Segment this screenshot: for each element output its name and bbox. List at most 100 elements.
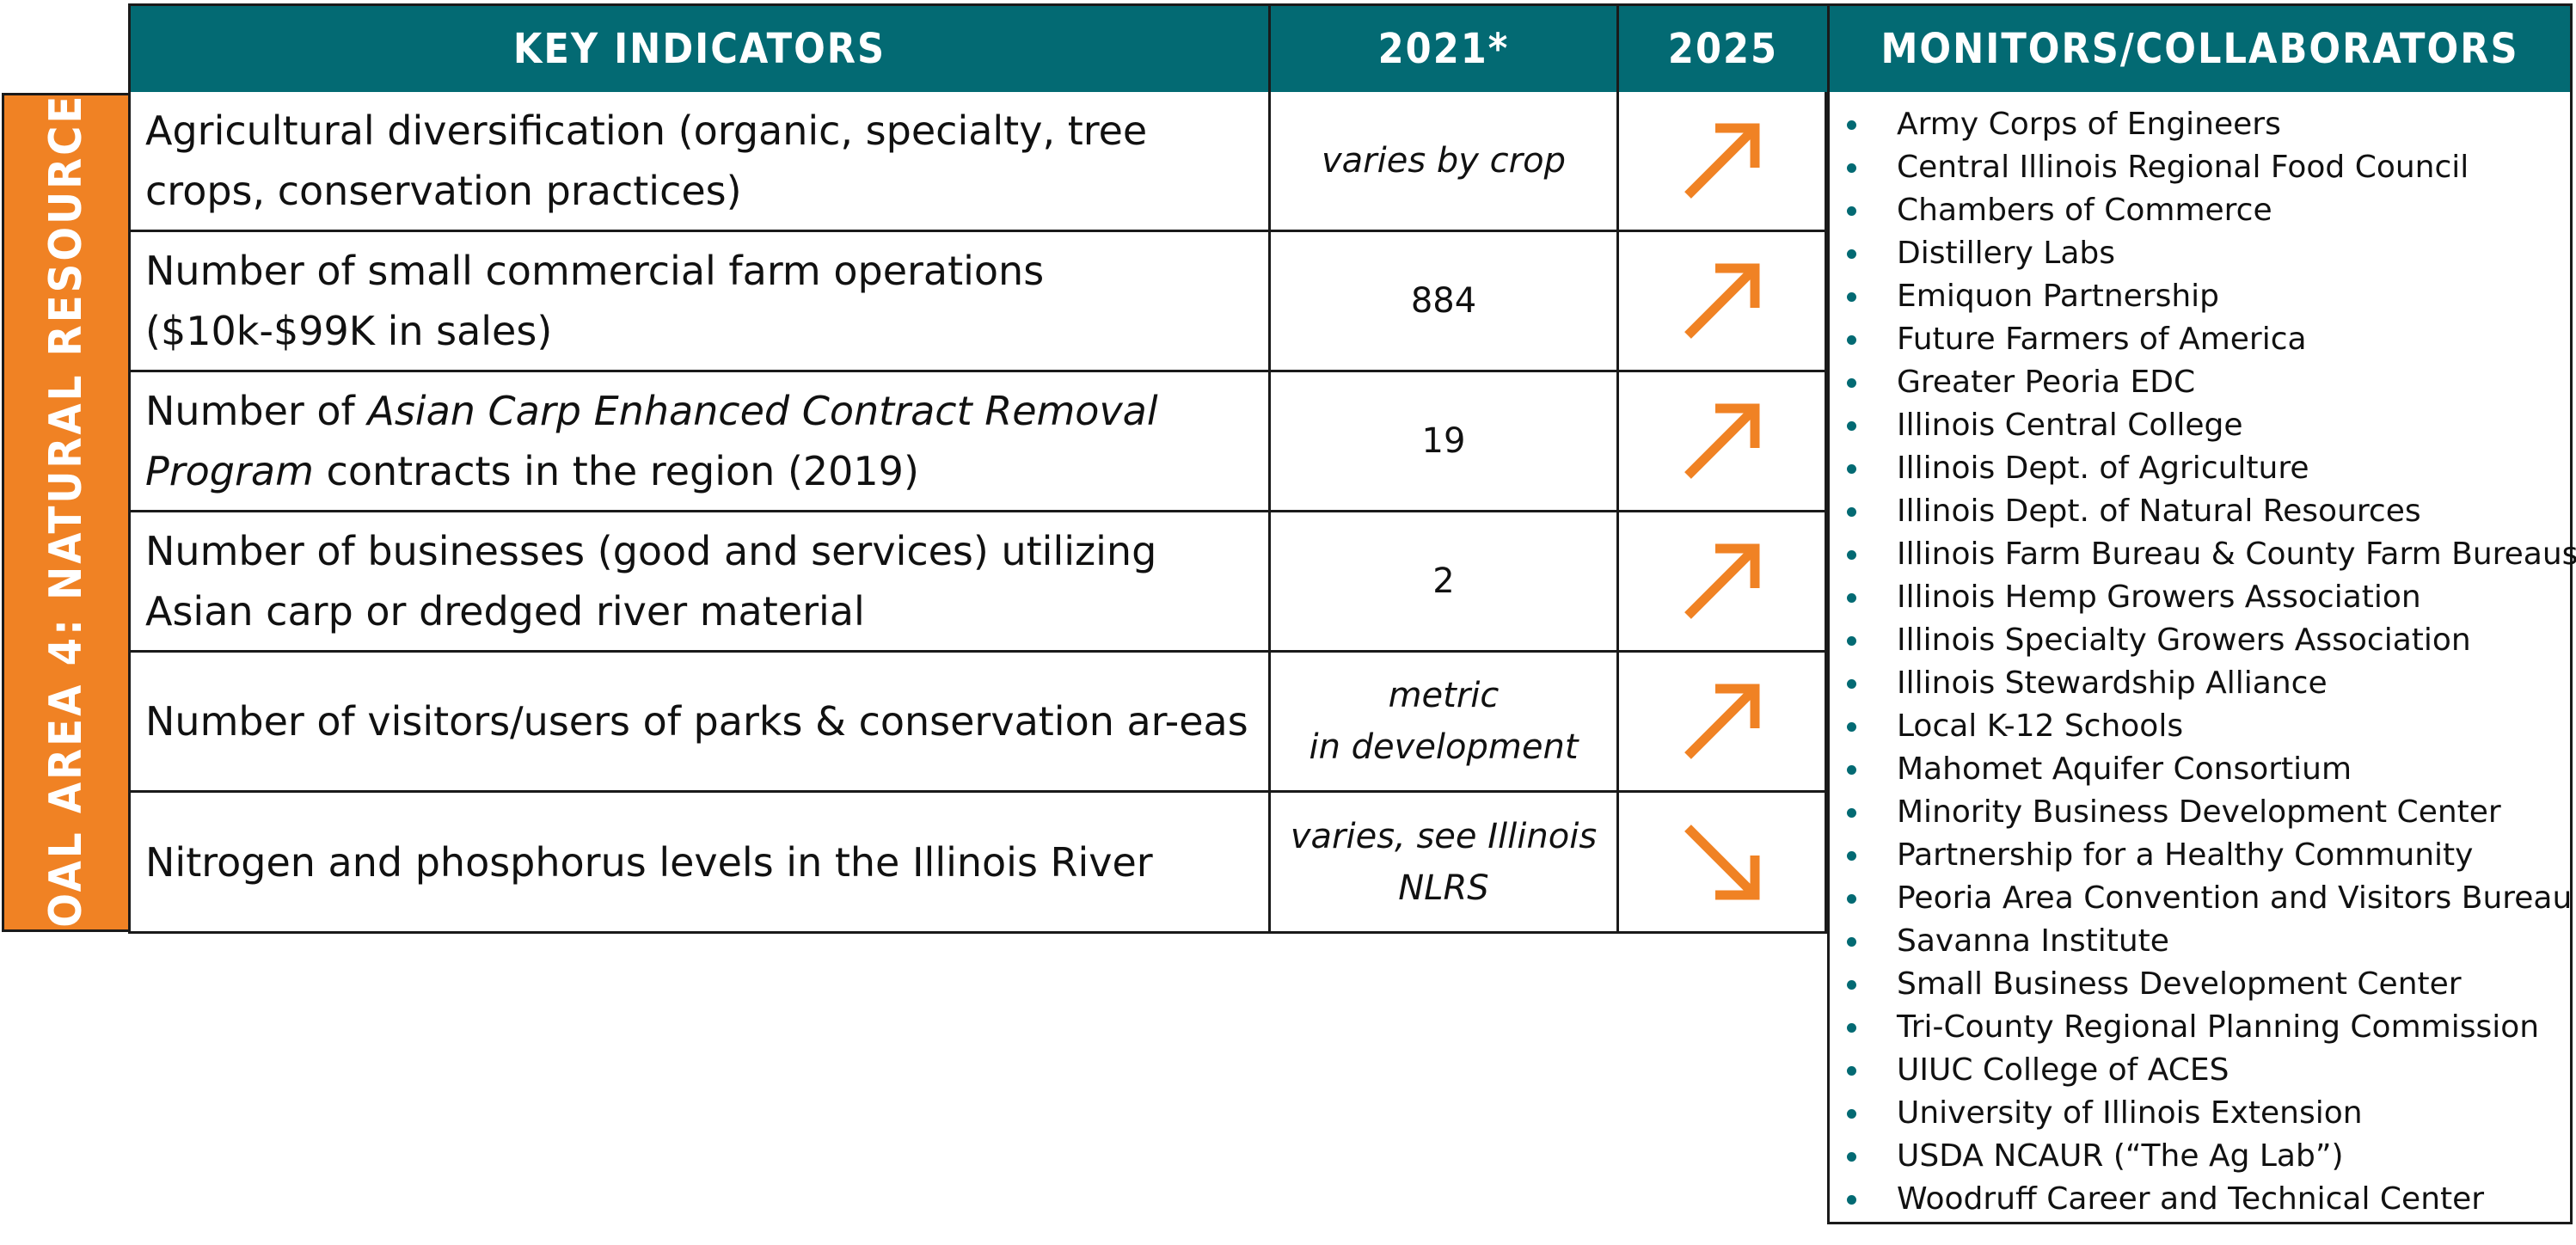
- list-item: Mahomet Aquifer Consortium: [1830, 748, 2570, 791]
- value-line-1: metric: [1388, 676, 1500, 715]
- bullet-icon: [1847, 206, 1856, 216]
- bullet-icon: [1847, 1109, 1856, 1119]
- monitor-name: Army Corps of Engineers: [1897, 107, 2281, 142]
- trend-cell: [1616, 372, 1827, 510]
- bullet-icon: [1847, 722, 1856, 732]
- bullet-icon: [1847, 550, 1856, 560]
- monitor-name: Chambers of Commerce: [1897, 193, 2272, 228]
- bullet-icon: [1847, 464, 1856, 474]
- value-2021: 19: [1268, 372, 1616, 510]
- list-item: Emiquon Partnership: [1830, 275, 2570, 318]
- bullet-icon: [1847, 335, 1856, 345]
- list-item: USDA NCAUR (“The Ag Lab”): [1830, 1135, 2570, 1178]
- monitor-name: Woodruff Career and Technical Center: [1897, 1181, 2485, 1217]
- monitor-name: Greater Peoria EDC: [1897, 365, 2196, 400]
- monitor-name: Illinois Farm Bureau & County Farm Burea…: [1897, 537, 2576, 572]
- monitor-name: Central Illinois Regional Food Council: [1897, 150, 2469, 185]
- bullet-icon: [1847, 636, 1856, 646]
- monitor-name: Illinois Stewardship Alliance: [1897, 665, 2328, 701]
- bullet-icon: [1847, 593, 1856, 603]
- up-arrow-icon: [1684, 543, 1759, 619]
- bullet-icon: [1847, 679, 1856, 689]
- value-2021: 2: [1268, 512, 1616, 650]
- list-item: Small Business Development Center: [1830, 963, 2570, 1006]
- list-item: Illinois Central College: [1830, 404, 2570, 447]
- list-item: Illinois Dept. of Agriculture: [1830, 447, 2570, 490]
- table-row: Number of businesses (good and services)…: [128, 512, 1827, 653]
- table-row: Number of Asian Carp Enhanced Contract R…: [128, 372, 1827, 512]
- bullet-icon: [1847, 163, 1856, 173]
- indicator-text: Number of Asian Carp Enhanced Contract R…: [128, 372, 1268, 510]
- table-row: Agricultural diversification (organic, s…: [128, 92, 1827, 232]
- indicator-text-post: contracts in the region (2019): [313, 448, 919, 494]
- monitor-name: Future Farmers of America: [1897, 322, 2307, 357]
- list-item: Illinois Farm Bureau & County Farm Burea…: [1830, 533, 2576, 576]
- bullet-icon: [1847, 1066, 1856, 1076]
- indicators-table: Agricultural diversification (organic, s…: [128, 92, 1827, 934]
- monitor-name: Illinois Dept. of Agriculture: [1897, 451, 2309, 486]
- list-item: University of Illinois Extension: [1830, 1092, 2570, 1135]
- monitor-name: Peoria Area Convention and Visitors Bure…: [1897, 880, 2573, 916]
- trend-cell: [1616, 512, 1827, 650]
- table-row: Number of visitors/users of parks & cons…: [128, 653, 1827, 793]
- list-item: Peoria Area Convention and Visitors Bure…: [1830, 877, 2573, 920]
- monitor-name: Illinois Dept. of Natural Resources: [1897, 494, 2421, 529]
- indicator-text: Number of small commercial farm operatio…: [128, 232, 1268, 370]
- indicator-text: Number of businesses (good and services)…: [128, 512, 1268, 650]
- list-item: Local K-12 Schools: [1830, 705, 2570, 748]
- trend-cell: [1616, 232, 1827, 370]
- bullet-icon: [1847, 507, 1856, 517]
- bullet-icon: [1847, 421, 1856, 431]
- list-item: Tri-County Regional Planning Commission: [1830, 1006, 2570, 1049]
- monitor-name: Emiquon Partnership: [1897, 279, 2220, 314]
- header-2021: 2021*: [1268, 3, 1616, 92]
- monitor-name: Illinois Specialty Growers Association: [1897, 622, 2471, 658]
- indicator-text: Agricultural diversification (organic, s…: [128, 92, 1268, 230]
- monitor-name: Partnership for a Healthy Community: [1897, 837, 2474, 873]
- list-item: Illinois Stewardship Alliance: [1830, 662, 2570, 705]
- bullet-icon: [1847, 1195, 1856, 1205]
- header-2025: 2025: [1616, 3, 1827, 92]
- bullet-icon: [1847, 1023, 1856, 1033]
- goal-area-label: GOAL AREA 4: NATURAL RESOURCES: [40, 61, 92, 964]
- list-item: Woodruff Career and Technical Center: [1830, 1178, 2570, 1221]
- value-2021: metric in development: [1268, 653, 1616, 790]
- list-item: Partnership for a Healthy Community: [1830, 834, 2570, 877]
- indicator-text: Nitrogen and phosphorus levels in the Il…: [128, 793, 1268, 931]
- list-item: Savanna Institute: [1830, 920, 2570, 963]
- up-arrow-icon: [1684, 684, 1759, 759]
- monitor-name: University of Illinois Extension: [1897, 1095, 2363, 1131]
- monitor-name: UIUC College of ACES: [1897, 1052, 2229, 1088]
- bullet-icon: [1847, 980, 1856, 990]
- up-arrow-icon: [1684, 403, 1759, 479]
- program-name: Asian Carp Enhanced Contract Removal Pro…: [145, 388, 1158, 494]
- down-arrow-icon: [1684, 824, 1759, 899]
- up-arrow-icon: [1684, 263, 1759, 339]
- list-item: Distillery Labs: [1830, 232, 2570, 275]
- list-item: Future Farmers of America: [1830, 318, 2570, 361]
- value-2021: 884: [1268, 232, 1616, 370]
- table-row: Nitrogen and phosphorus levels in the Il…: [128, 793, 1827, 934]
- table-row: Number of small commercial farm operatio…: [128, 232, 1827, 372]
- list-item: Illinois Hemp Growers Association: [1830, 576, 2570, 619]
- indicator-text: Number of visitors/users of parks & cons…: [128, 653, 1268, 790]
- list-item: Minority Business Development Center: [1830, 791, 2570, 834]
- monitor-name: Local K-12 Schools: [1897, 708, 2184, 744]
- list-item: Illinois Specialty Growers Association: [1830, 619, 2570, 662]
- monitor-name: Savanna Institute: [1897, 923, 2169, 959]
- list-item: Army Corps of Engineers: [1830, 103, 2570, 146]
- value-line-2: in development: [1309, 727, 1579, 767]
- bullet-icon: [1847, 378, 1856, 388]
- header-key-indicators: KEY INDICATORS: [128, 3, 1268, 92]
- trend-cell: [1616, 793, 1827, 931]
- monitor-name: Tri-County Regional Planning Commission: [1897, 1009, 2540, 1045]
- trend-cell: [1616, 653, 1827, 790]
- bullet-icon: [1847, 894, 1856, 904]
- value-2021: varies, see Illinois NLRS: [1268, 793, 1616, 931]
- bullet-icon: [1847, 249, 1856, 259]
- monitors-list-box: Army Corps of Engineers Central Illinois …: [1827, 92, 2576, 1224]
- bullet-icon: [1847, 292, 1856, 302]
- bullet-icon: [1847, 937, 1856, 947]
- goal-area-band: GOAL AREA 4: NATURAL RESOURCES: [2, 62, 128, 963]
- bullet-icon: [1847, 765, 1856, 775]
